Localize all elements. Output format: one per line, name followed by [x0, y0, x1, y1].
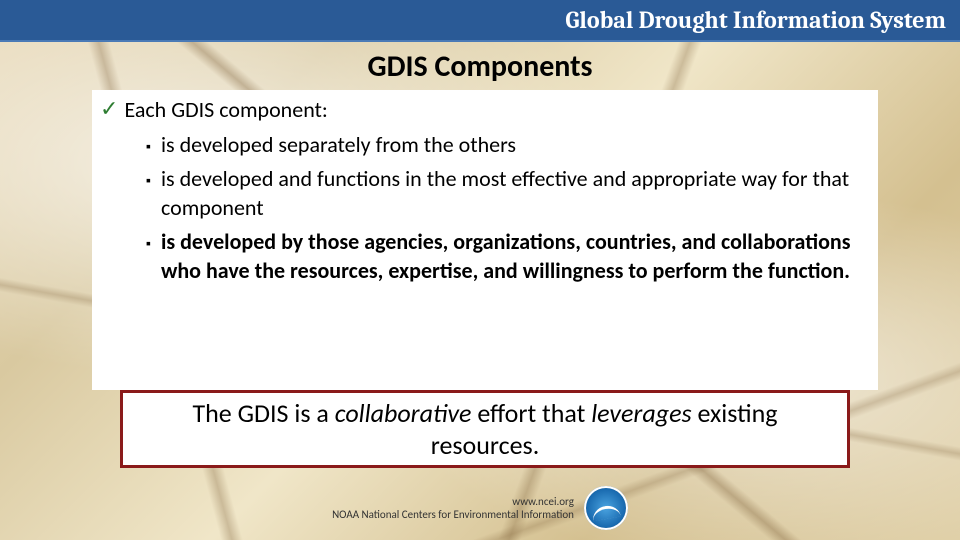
square-bullet-icon: ▪ — [146, 138, 151, 160]
checkmark-icon: ✓ — [100, 96, 118, 125]
list-subitem: ▪ is developed separately from the other… — [146, 131, 870, 160]
list-subitem-text: is developed and functions in the most e… — [161, 165, 870, 222]
footer-text: www.ncei.org NOAA National Centers for E… — [332, 495, 574, 521]
footer: www.ncei.org NOAA National Centers for E… — [0, 482, 960, 534]
footer-org: NOAA National Centers for Environmental … — [332, 508, 574, 521]
callout-part: effort that — [471, 397, 591, 429]
slide-title: GDIS Components — [0, 48, 960, 85]
callout-box: The GDIS is a collaborative effort that … — [120, 390, 850, 468]
slide: Global Drought Information System GDIS C… — [0, 0, 960, 540]
list-item: ✓ Each GDIS component: — [100, 96, 870, 125]
header-bar: Global Drought Information System — [0, 0, 960, 42]
list-subitem: ▪ is developed and functions in the most… — [146, 165, 870, 222]
callout-text: The GDIS is a collaborative effort that … — [141, 397, 829, 462]
callout-em: collaborative — [335, 397, 472, 429]
bullet-list: ✓ Each GDIS component: ▪ is developed se… — [100, 96, 870, 286]
footer-url: www.ncei.org — [332, 495, 574, 508]
callout-em: leverages — [591, 397, 691, 429]
list-subitem-text: is developed by those agencies, organiza… — [161, 228, 870, 285]
header-title: Global Drought Information System — [565, 6, 946, 34]
list-subitem-text: is developed separately from the others — [161, 131, 870, 160]
square-bullet-icon: ▪ — [146, 235, 151, 285]
square-bullet-icon: ▪ — [146, 172, 151, 222]
callout-part: The GDIS is a — [192, 397, 334, 429]
noaa-logo-icon — [584, 486, 628, 530]
list-item-text: Each GDIS component: — [124, 96, 327, 125]
list-subitem: ▪ is developed by those agencies, organi… — [146, 228, 870, 285]
